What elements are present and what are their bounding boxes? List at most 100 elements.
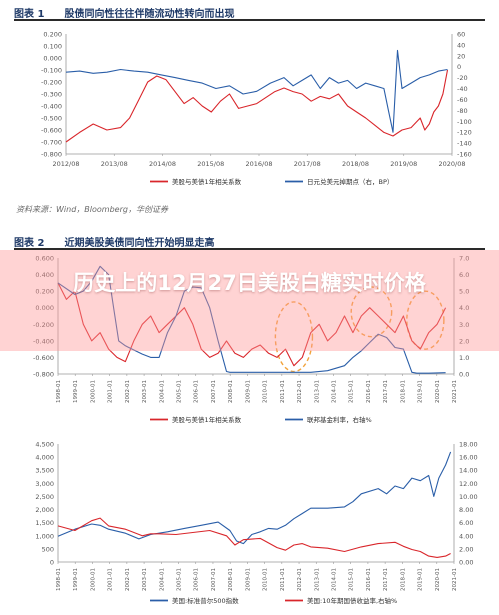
overlay-title: 历史上的12月27日美股白糖实时价格 (73, 271, 426, 295)
legend-label: 美国:10年期国债收益率,右轴% (307, 596, 397, 605)
x-tick-label: 2012/08 (52, 160, 79, 168)
x-tick-label: 2021-01 (452, 380, 458, 403)
axes (57, 258, 455, 375)
y-tick-right: -100 (457, 118, 472, 126)
x-tick-label: 2016-01 (366, 380, 372, 403)
figure-2-rule (14, 248, 485, 250)
chart3-panel: 4,500 4,000 3,500 3,000 2,500 2,000 1,500 1,000… (0, 436, 499, 615)
x-tick-label: 2004-01 (159, 380, 165, 403)
y-tick-right: 1.0 (459, 354, 469, 362)
y-tick-left: 0.000 (43, 55, 62, 63)
y-tick-left: -0.600 (33, 354, 54, 362)
x-tick-label: 2010-01 (263, 380, 269, 403)
figure-2-title: 图表 2 近期美股美债同向性开始明显走高 (14, 238, 215, 249)
y-tick-right: 5.0 (459, 288, 469, 296)
legend: 美股与美债1年相关系数 日元兑美元掉期点（右，BP） (150, 177, 393, 186)
axes (57, 444, 455, 563)
x-tick-label: 2011-01 (280, 568, 286, 591)
y-tick-left: -0.100 (41, 67, 62, 75)
x-tick-label: 2010-01 (263, 568, 269, 591)
y-tick-right: 2.00 (459, 545, 473, 553)
y-tick-right: 60 (457, 31, 465, 39)
x-tick-label: 2003-01 (142, 380, 148, 403)
x-tick-label: 2021-01 (452, 568, 458, 591)
x-tick-label: 2008-01 (228, 568, 234, 591)
y-tick-right: -40 (457, 85, 468, 93)
x-tick-label: 2013/08 (101, 160, 128, 168)
figure-1-rule (14, 19, 485, 21)
y-tick-left: -0.400 (41, 103, 62, 111)
y-tick-right: 10.00 (459, 493, 478, 501)
x-tick-label: 2018-01 (400, 568, 406, 591)
chart1: 0.200 0.100 0.000 -0.100 -0.200 -0.300 -0.400 -… (41, 31, 472, 187)
x-tick-label: 1998-01 (56, 568, 62, 591)
y-tick-right: 0.0 (459, 371, 469, 379)
y-tick-right: 7.0 (459, 255, 469, 263)
y-tick-left: 500 (42, 545, 54, 553)
y-tick-left: -0.500 (41, 115, 62, 123)
x-tick-label: 2019-01 (418, 568, 424, 591)
y-tick-right: 16.00 (459, 454, 478, 462)
x-tick-label: 1999-01 (73, 568, 79, 591)
legend-label: 美股与美债1年相关系数 (172, 415, 242, 424)
x-tick-label: 2011-01 (280, 380, 286, 403)
y-tick-left: 2,500 (35, 493, 54, 501)
x-tick-label: 2014-01 (331, 568, 337, 591)
y-tick-left: 4,500 (35, 441, 54, 449)
x-tick-label: 2000-01 (90, 568, 96, 591)
y-tick-right: 8.00 (459, 506, 473, 514)
y-tick-right: -20 (457, 74, 468, 82)
axes (65, 34, 453, 155)
x-tick-label: 2005-01 (177, 568, 183, 591)
x-tick-label: 2006-01 (194, 568, 200, 591)
y-tick-left: -0.200 (33, 321, 54, 329)
y-tick-left: 0.000 (35, 304, 54, 312)
y-tick-right: 0.00 (459, 559, 473, 567)
y-tick-left: -0.200 (41, 79, 62, 87)
legend-label: 美股与美债1年相关系数 (172, 177, 242, 186)
y-tick-right: -60 (457, 96, 468, 104)
y-tick-left: -0.300 (41, 91, 62, 99)
legend: 美国:标准普尔500指数 美国:10年期国债收益率,右轴% (150, 596, 397, 605)
figure-1-title: 图表 1 股债同向性往往伴随流动性转向而出现 (14, 9, 235, 20)
x-tick-label: 2002-01 (125, 568, 131, 591)
legend-label: 日元兑美元掉期点（右，BP） (307, 177, 393, 186)
y-tick-left: 4,000 (35, 454, 54, 462)
y-tick-left: -0.700 (41, 139, 62, 147)
x-tick-label: 2012-01 (297, 380, 303, 403)
x-tick-label: 2009-01 (245, 568, 251, 591)
y-tick-right: 20 (457, 52, 465, 60)
highlight-ellipse (406, 290, 445, 350)
x-tick-label: 2009-01 (245, 380, 251, 403)
source-note: 资料来源：Wind，Bloomberg，华创证券 (16, 205, 168, 214)
x-tick-label: 2003-01 (142, 568, 148, 591)
x-tick-label: 2017/08 (294, 160, 321, 168)
y-tick-left: 3,000 (35, 480, 54, 488)
series-line (57, 451, 452, 545)
series-line (65, 49, 448, 133)
x-tick-label: 2014-01 (331, 380, 337, 403)
y-tick-left: 0.100 (43, 43, 62, 51)
highlight-ellipse (274, 301, 314, 373)
chart2: 0.600 0.400 0.200 0.000 -0.200 -0.400 -0.600 -0… (33, 255, 469, 425)
x-tick-label: 1999-01 (73, 380, 79, 403)
legend-label: 美国:标准普尔500指数 (172, 596, 239, 605)
y-tick-left: 3,500 (35, 467, 54, 475)
x-tick-label: 2008-01 (228, 380, 234, 403)
x-tick-label: 2001-01 (108, 568, 114, 591)
chart1-panel: 0.200 0.100 0.000 -0.100 -0.200 -0.300 -0.400 -… (0, 26, 499, 200)
y-tick-right: 0 (457, 63, 461, 71)
y-tick-right: 2.0 (459, 337, 469, 345)
y-tick-right: 18.00 (459, 441, 478, 449)
y-tick-right: 6.0 (459, 271, 469, 279)
y-tick-right: -80 (457, 107, 468, 115)
x-tick-label: 2016-01 (366, 568, 372, 591)
y-tick-right: 40 (457, 41, 465, 49)
y-tick-left: 0.600 (35, 255, 54, 263)
x-tick-label: 2019/08 (390, 160, 417, 168)
y-tick-left: -0.600 (41, 127, 62, 135)
x-tick-label: 2016/08 (245, 160, 272, 168)
x-tick-label: 2015-01 (349, 380, 355, 403)
x-tick-label: 2000-01 (90, 380, 96, 403)
y-tick-left: 0.400 (35, 271, 54, 279)
